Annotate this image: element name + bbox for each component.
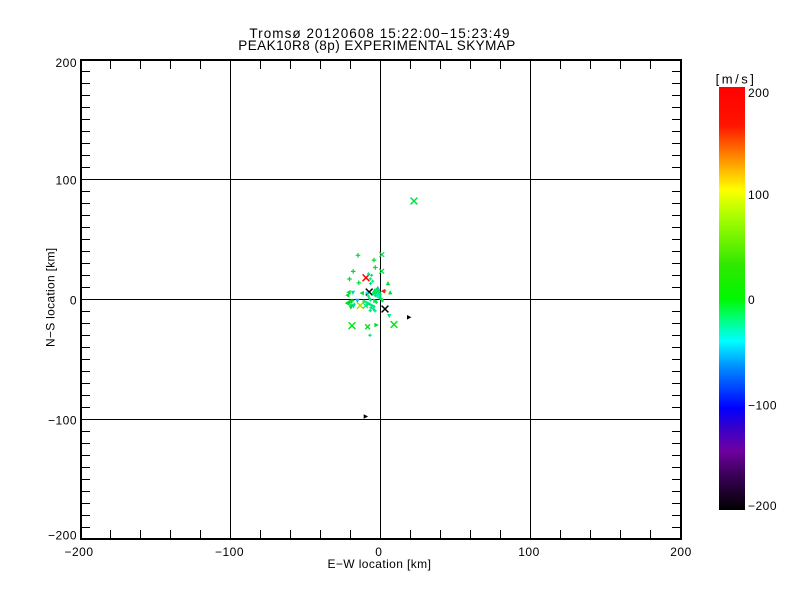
svg-text:−100: −100 — [48, 413, 77, 427]
svg-text:−100: −100 — [215, 545, 244, 559]
svg-text:100: 100 — [748, 188, 770, 202]
svg-text:E−W location [km]: E−W location [km] — [327, 557, 431, 571]
svg-text:0: 0 — [748, 293, 755, 307]
svg-text:200: 200 — [55, 56, 77, 70]
svg-text:200: 200 — [670, 545, 692, 559]
svg-text:−200: −200 — [48, 529, 77, 543]
svg-text:100: 100 — [518, 545, 540, 559]
svg-text:100: 100 — [55, 173, 77, 187]
svg-text:0: 0 — [70, 293, 77, 307]
svg-text:N−S location [km]: N−S location [km] — [44, 248, 58, 347]
svg-text:−200: −200 — [64, 545, 93, 559]
svg-text:PEAK10R8 (8p) EXPERIMENTAL SKY: PEAK10R8 (8p) EXPERIMENTAL SKYMAP — [238, 38, 515, 53]
svg-text:[m/s]: [m/s] — [716, 72, 757, 87]
svg-text:200: 200 — [748, 86, 770, 100]
svg-text:0: 0 — [375, 545, 382, 559]
svg-text:−200: −200 — [748, 499, 777, 513]
svg-text:−100: −100 — [748, 399, 777, 413]
svg-text:Tromsø 20120608 15:22:00−15:23: Tromsø 20120608 15:22:00−15:23:49 — [249, 26, 510, 41]
